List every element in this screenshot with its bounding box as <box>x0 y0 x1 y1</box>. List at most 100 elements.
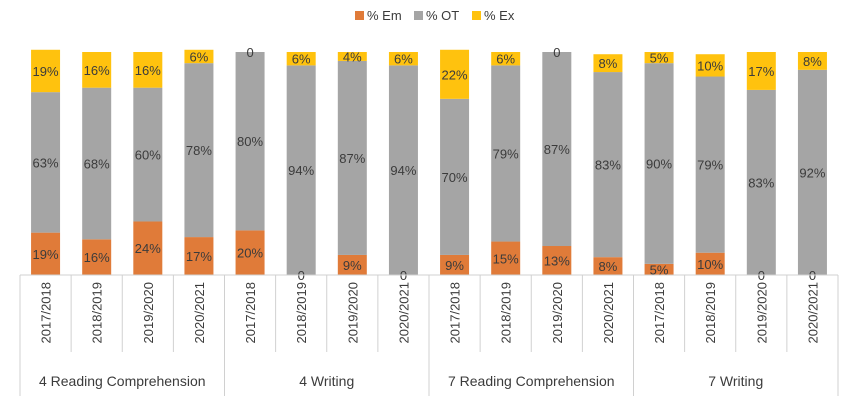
bar-segment-2-2 <box>82 87 112 240</box>
segment-labels: 19% 63% 19% 16% 68% 16% 24% 60% 16% 17% 78% 6% 20% 80… <box>33 45 826 283</box>
data-label-2-15: 83% <box>748 175 774 190</box>
tick-label-13: 2017/2018 <box>652 282 667 343</box>
bar-segment-3-16 <box>797 52 827 70</box>
data-label-1-1: 19% <box>33 247 59 262</box>
bar-segment-3-1 <box>31 49 61 93</box>
data-label-1-9: 9% <box>445 258 464 273</box>
tick-label-9: 2017/2018 <box>448 282 463 343</box>
data-label-3-9: 22% <box>442 67 468 82</box>
bar-segment-1-7 <box>337 254 367 275</box>
tick-label-15: 2019/2020 <box>754 282 769 343</box>
tick-label-10: 2018/2019 <box>499 282 514 343</box>
data-label-3-14: 10% <box>697 58 723 73</box>
bar-segment-2-13 <box>644 63 674 264</box>
tick-label-6: 2018/2019 <box>294 282 309 343</box>
bar-segment-3-2 <box>82 52 112 88</box>
data-label-1-12: 8% <box>599 259 618 274</box>
data-label-3-4: 6% <box>190 49 209 64</box>
data-label-2-7: 87% <box>339 151 365 166</box>
bar-segment-2-14 <box>695 76 725 253</box>
data-label-2-2: 68% <box>84 157 110 172</box>
category-axis: 2017/2018 2018/2019 2019/2020 2020/2021 4 Re… <box>19 274 839 396</box>
bar-segment-1-9 <box>440 254 470 275</box>
data-label-3-15: 17% <box>748 64 774 79</box>
bar-segment-2-1 <box>31 92 61 233</box>
tick-label-2: 2018/2019 <box>90 282 105 343</box>
bar-segment-3-8 <box>388 52 418 66</box>
data-label-3-2: 16% <box>84 63 110 78</box>
bar-segment-1-5 <box>235 230 265 275</box>
bar-segment-2-4 <box>184 63 214 238</box>
data-label-3-16: 8% <box>803 54 822 69</box>
data-label-3-1: 19% <box>33 64 59 79</box>
data-label-3-7: 4% <box>343 49 362 64</box>
bar-segment-3-13 <box>644 52 674 64</box>
bar-segment-2-7 <box>337 60 367 255</box>
legend-label-1: % Em <box>367 8 402 23</box>
bar-segment-2-11 <box>542 52 572 247</box>
data-label-1-7: 9% <box>343 258 362 273</box>
tick-label-4: 2020/2021 <box>192 282 207 343</box>
data-label-2-16: 92% <box>799 165 825 180</box>
data-label-2-11: 87% <box>544 142 570 157</box>
data-label-1-14: 10% <box>697 257 723 272</box>
tick-label-16: 2020/2021 <box>805 282 820 343</box>
tick-label-12: 2020/2021 <box>601 282 616 343</box>
bar-segment-3-3 <box>133 52 163 88</box>
legend: % Em % OT % Ex <box>355 8 515 23</box>
bar-segment-3-9 <box>440 49 470 99</box>
data-label-2-5: 80% <box>237 134 263 149</box>
group-label-1: 4 Reading Comprehension <box>39 373 206 389</box>
legend-label-3: % Ex <box>484 8 515 23</box>
data-label-2-9: 70% <box>442 170 468 185</box>
tick-label-3: 2019/2020 <box>141 282 156 343</box>
data-label-3-10: 6% <box>496 52 515 67</box>
data-label-2-4: 78% <box>186 143 212 158</box>
bar-segment-2-15 <box>746 89 776 275</box>
data-label-3-8: 6% <box>394 52 413 67</box>
data-label-1-10: 15% <box>493 251 519 266</box>
legend-swatch-3 <box>472 11 481 20</box>
tick-label-14: 2018/2019 <box>703 282 718 343</box>
data-label-3-6: 6% <box>292 52 311 67</box>
data-label-2-13: 90% <box>646 157 672 172</box>
data-label-2-6: 94% <box>288 163 314 178</box>
data-label-2-10: 79% <box>493 146 519 161</box>
bar-segment-3-7 <box>337 52 367 61</box>
bar-segment-3-6 <box>286 52 316 66</box>
bar-segment-3-4 <box>184 49 214 64</box>
bar-segment-2-9 <box>440 98 470 255</box>
bar-segment-1-3 <box>133 221 163 275</box>
bar-segment-3-14 <box>695 54 725 77</box>
data-label-1-5: 20% <box>237 246 263 261</box>
tick-label-1: 2017/2018 <box>39 282 54 343</box>
bar-segment-2-8 <box>388 65 418 275</box>
bar-segment-3-12 <box>593 54 623 73</box>
data-label-3-11: 0 <box>553 45 560 60</box>
legend-swatch-2 <box>414 11 423 20</box>
bar-segment-1-2 <box>82 239 112 275</box>
group-label-3: 7 Reading Comprehension <box>448 373 615 389</box>
legend-label-2: % OT <box>426 8 459 23</box>
data-label-2-3: 60% <box>135 148 161 163</box>
data-label-3-13: 5% <box>650 51 669 66</box>
bar-segment-1-11 <box>542 246 572 275</box>
data-label-3-3: 16% <box>135 63 161 78</box>
bar-segment-2-6 <box>286 65 316 275</box>
bars <box>31 49 827 275</box>
data-label-3-12: 8% <box>599 56 618 71</box>
data-label-3-5: 0 <box>246 45 253 60</box>
bar-segment-1-12 <box>593 257 623 275</box>
group-label-4: 7 Writing <box>708 373 763 389</box>
tick-label-8: 2020/2021 <box>396 282 411 343</box>
data-label-1-3: 24% <box>135 241 161 256</box>
tick-label-11: 2019/2020 <box>550 282 565 343</box>
data-label-2-8: 94% <box>390 163 416 178</box>
tick-label-7: 2019/2020 <box>345 282 360 343</box>
data-label-2-12: 83% <box>595 158 621 173</box>
data-label-1-13: 5% <box>650 262 669 277</box>
bar-segment-2-5 <box>235 52 265 231</box>
bar-segment-2-16 <box>797 69 827 275</box>
data-label-1-11: 13% <box>544 254 570 269</box>
